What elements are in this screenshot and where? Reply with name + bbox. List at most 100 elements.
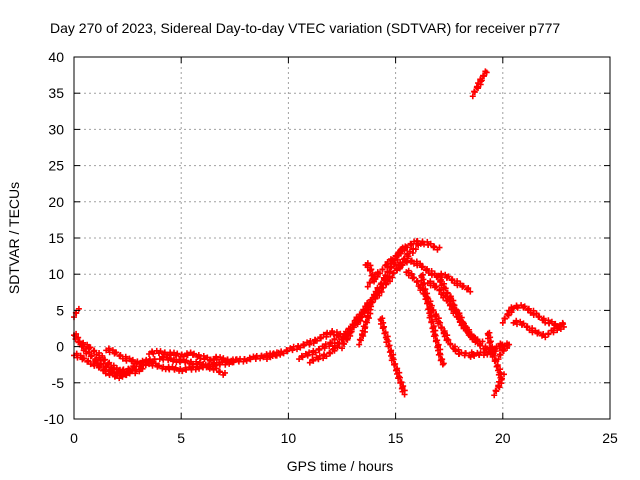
- data-point: [542, 334, 549, 341]
- data-point: [396, 265, 403, 272]
- data-point: [100, 367, 107, 374]
- data-point: [445, 336, 452, 343]
- y-tick-labels: -10 -5 0 5 10 15 20 25 30 35 40: [44, 49, 64, 427]
- data-point: [491, 392, 498, 399]
- data-point: [371, 275, 378, 282]
- data-point: [392, 252, 399, 259]
- data-point: [183, 357, 190, 364]
- data-point: [495, 356, 502, 363]
- data-point: [362, 318, 369, 325]
- data-point: [109, 347, 116, 354]
- data-point: [471, 352, 478, 359]
- data-point: [390, 269, 397, 276]
- data-point: [299, 354, 306, 361]
- data-point: [87, 344, 94, 351]
- series-arc-15: [362, 260, 378, 285]
- data-point: [113, 364, 120, 371]
- data-point: [413, 279, 420, 286]
- chart-title: Day 270 of 2023, Sidereal Day-to-day VTE…: [50, 20, 560, 36]
- data-point: [166, 355, 173, 362]
- series-arc-25: [484, 329, 504, 378]
- data-point: [362, 324, 369, 331]
- data-point: [492, 387, 499, 394]
- data-point: [401, 391, 408, 398]
- data-point: [179, 368, 186, 375]
- data-point: [133, 366, 140, 373]
- data-point: [427, 282, 434, 289]
- data-point: [533, 310, 540, 317]
- data-point: [551, 325, 558, 332]
- data-point: [525, 306, 532, 313]
- data-point: [444, 297, 451, 304]
- data-point: [91, 348, 98, 355]
- data-point: [412, 246, 419, 253]
- data-point: [442, 285, 449, 292]
- data-point: [447, 341, 454, 348]
- data-point: [420, 287, 427, 294]
- data-point: [408, 257, 415, 264]
- x-tick-label: 0: [70, 430, 78, 446]
- data-point: [243, 357, 250, 364]
- data-point: [440, 360, 447, 367]
- data-point: [474, 338, 481, 345]
- data-point: [310, 357, 317, 364]
- data-point: [480, 72, 487, 79]
- data-point: [439, 361, 446, 368]
- data-point: [428, 313, 435, 320]
- x-tick-label: 20: [495, 430, 511, 446]
- data-point: [80, 343, 87, 350]
- data-point: [444, 336, 451, 343]
- series-arc-4: [77, 339, 149, 378]
- data-point: [136, 368, 143, 375]
- data-point: [477, 342, 484, 349]
- data-point: [330, 345, 337, 352]
- data-point: [230, 359, 237, 366]
- series-arc-20: [424, 278, 495, 354]
- data-point: [74, 354, 81, 361]
- data-point: [310, 340, 317, 347]
- series-arc-7: [146, 347, 218, 366]
- y-tick-label: -10: [44, 411, 64, 427]
- series-arc-27: [499, 302, 567, 333]
- data-point: [521, 303, 528, 310]
- data-point: [367, 306, 374, 313]
- y-tick-label: 5: [56, 302, 64, 318]
- data-point: [280, 350, 287, 357]
- data-point: [392, 367, 399, 374]
- y-tick-label: 0: [56, 339, 64, 355]
- data-point: [419, 263, 426, 270]
- data-point: [196, 365, 203, 372]
- data-point: [348, 328, 355, 335]
- data-point: [371, 294, 378, 301]
- data-point: [436, 244, 443, 251]
- data-point: [116, 368, 123, 375]
- data-point: [425, 306, 432, 313]
- data-point: [88, 352, 95, 359]
- data-point: [424, 300, 431, 307]
- data-point: [431, 270, 438, 277]
- data-point: [408, 241, 415, 248]
- data-point: [366, 279, 373, 286]
- data-point: [96, 363, 103, 370]
- axis-ticks: [73, 56, 611, 420]
- data-point: [385, 343, 392, 350]
- data-point: [462, 350, 469, 357]
- data-point: [501, 371, 507, 378]
- data-point: [506, 341, 513, 348]
- data-point: [339, 345, 345, 352]
- data-point: [545, 330, 552, 337]
- data-point: [313, 337, 320, 344]
- series-arc-21: [418, 271, 447, 368]
- data-point: [520, 320, 527, 327]
- data-point: [122, 371, 129, 378]
- data-point: [172, 364, 179, 371]
- data-point: [492, 358, 499, 365]
- y-tick-label: -5: [52, 375, 65, 391]
- data-point: [456, 310, 463, 317]
- data-point: [327, 350, 334, 357]
- data-point: [167, 352, 174, 359]
- data-point: [371, 278, 378, 285]
- data-point: [307, 338, 314, 345]
- data-point: [216, 368, 223, 375]
- y-tick-label: 10: [48, 266, 64, 282]
